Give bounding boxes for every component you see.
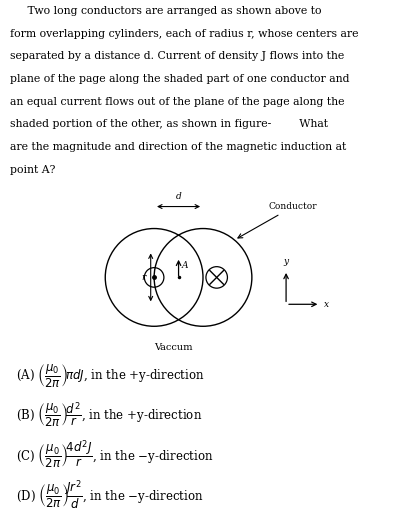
- Text: form overlapping cylinders, each of radius r, whose centers are: form overlapping cylinders, each of radi…: [10, 29, 358, 38]
- Text: plane of the page along the shaded part of one conductor and: plane of the page along the shaded part …: [10, 74, 349, 84]
- Text: Two long conductors are arranged as shown above to: Two long conductors are arranged as show…: [10, 6, 321, 16]
- Text: (A) $\left(\dfrac{\mu_0}{2\pi}\right)\!\pi dJ$, in the +y-direction: (A) $\left(\dfrac{\mu_0}{2\pi}\right)\!\…: [16, 362, 204, 389]
- Text: point A?: point A?: [10, 164, 55, 175]
- Text: A: A: [181, 261, 188, 270]
- Text: shaded portion of the other, as shown in figure-        What: shaded portion of the other, as shown in…: [10, 119, 327, 129]
- Text: Conductor: Conductor: [237, 202, 317, 238]
- Text: separated by a distance d. Current of density J flows into the: separated by a distance d. Current of de…: [10, 51, 343, 61]
- Text: (C) $\left(\dfrac{\mu_0}{2\pi}\right)\!\dfrac{4d^2 J}{r}$, in the −y-direction: (C) $\left(\dfrac{\mu_0}{2\pi}\right)\!\…: [16, 439, 213, 471]
- Text: x: x: [324, 300, 328, 309]
- Text: (D) $\left(\dfrac{\mu_0}{2\pi}\right)\!\dfrac{Jr^2}{d}$, in the −y-direction: (D) $\left(\dfrac{\mu_0}{2\pi}\right)\!\…: [16, 479, 203, 512]
- Text: r: r: [141, 273, 145, 282]
- Text: d: d: [175, 191, 181, 201]
- Text: y: y: [283, 257, 288, 266]
- Text: an equal current flows out of the plane of the page along the: an equal current flows out of the plane …: [10, 97, 344, 106]
- Text: are the magnitude and direction of the magnetic induction at: are the magnitude and direction of the m…: [10, 142, 345, 152]
- Text: (B) $\left(\dfrac{\mu_0}{2\pi}\right)\!\dfrac{d^2}{r}$, in the +y-direction: (B) $\left(\dfrac{\mu_0}{2\pi}\right)\!\…: [16, 400, 202, 430]
- Text: Vaccum: Vaccum: [154, 344, 192, 352]
